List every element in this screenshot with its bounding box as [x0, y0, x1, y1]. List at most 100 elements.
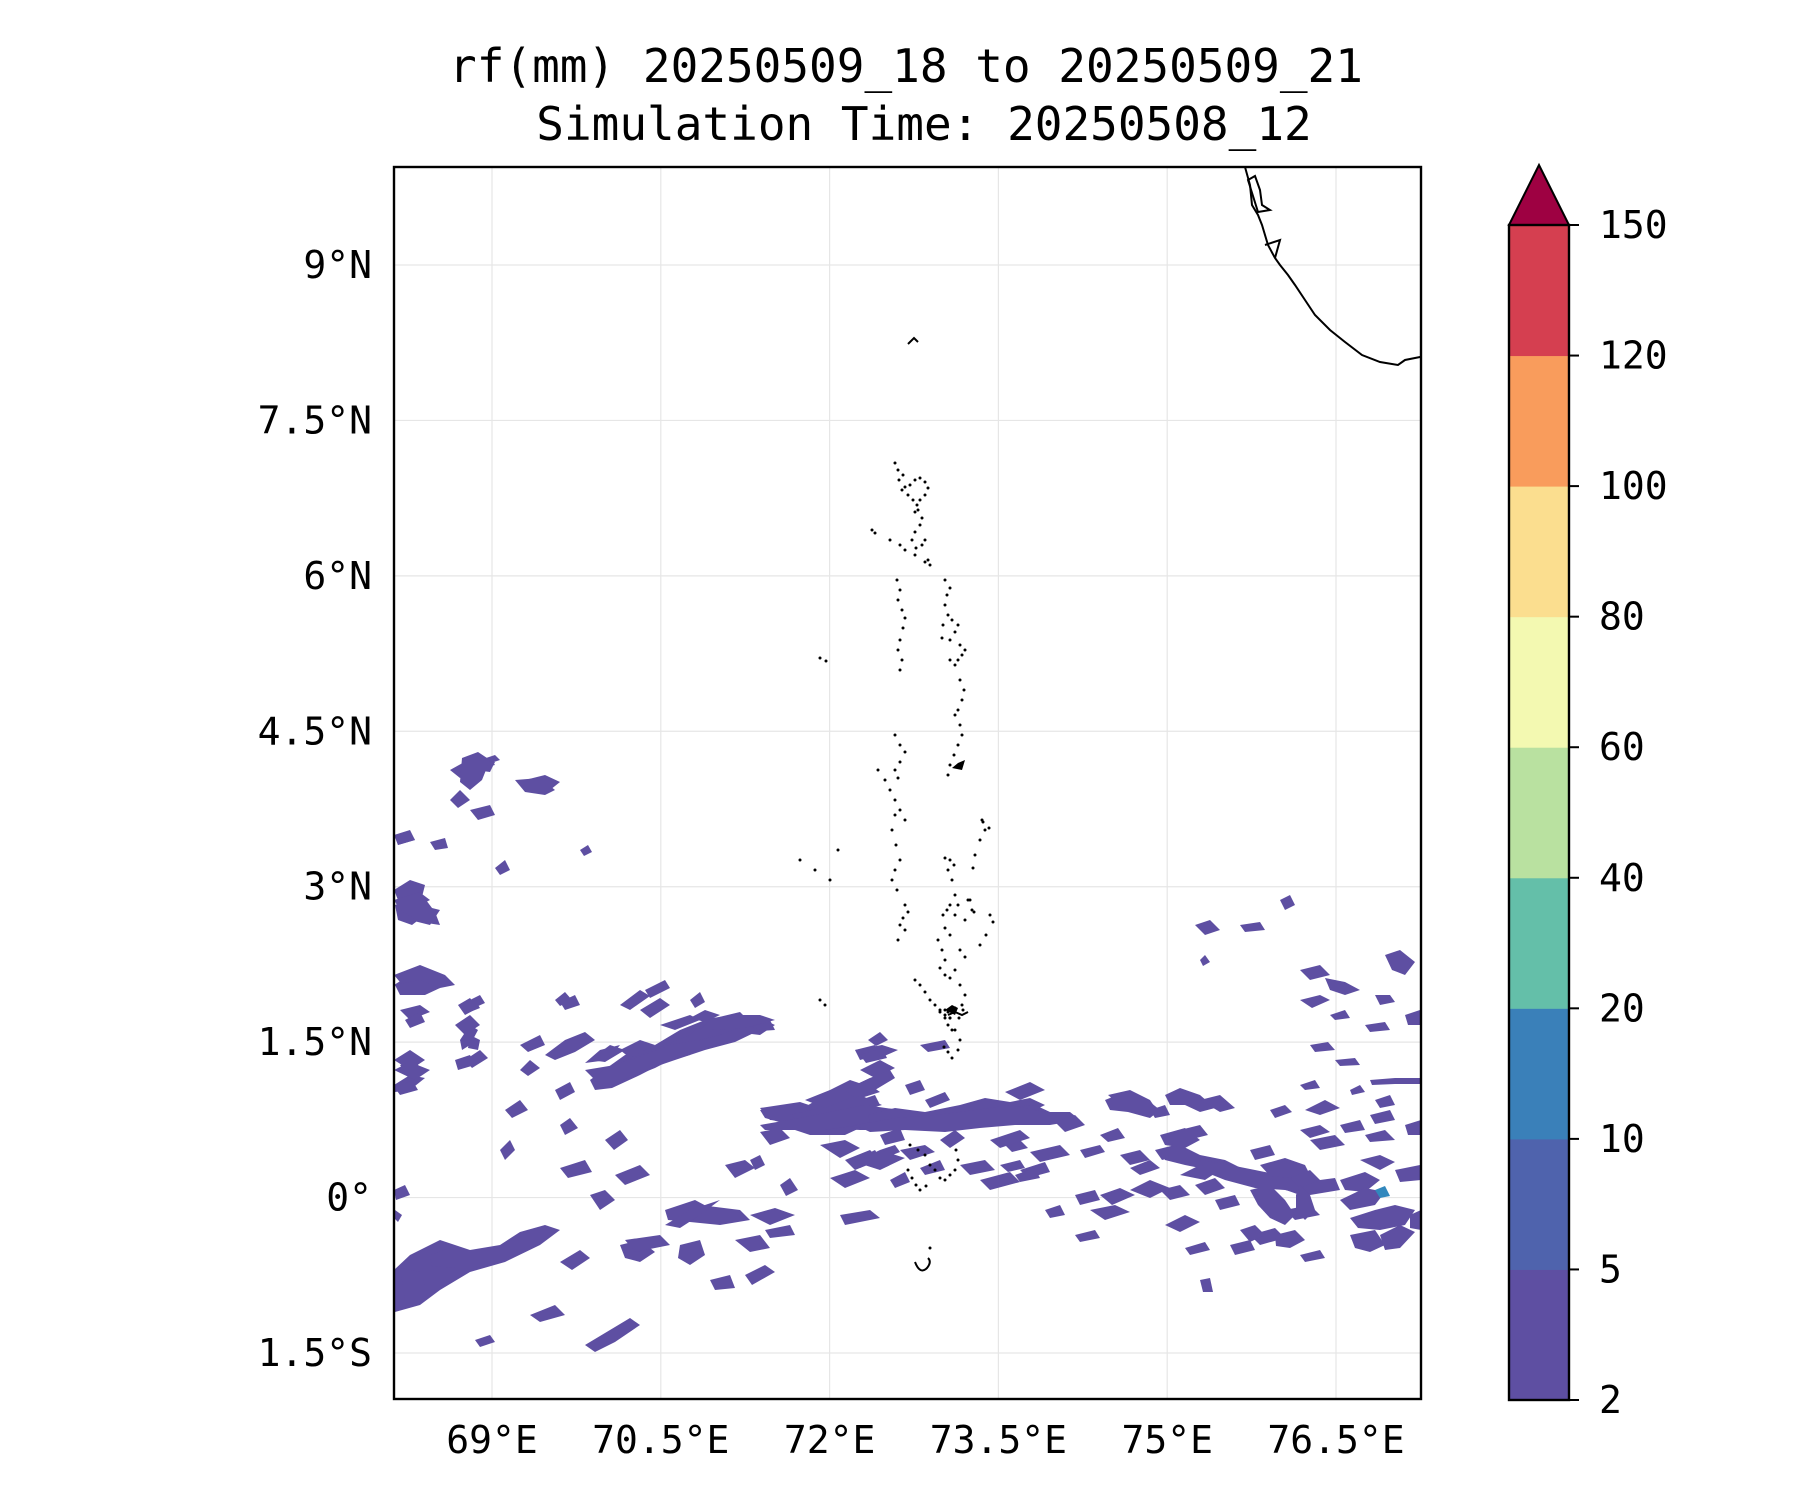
- island-dot: [984, 933, 988, 937]
- island-dot: [973, 853, 977, 857]
- rain-patch: [1080, 1145, 1105, 1158]
- rain-patch: [1015, 1168, 1040, 1182]
- rain-patch: [990, 1130, 1030, 1148]
- colorbar-label: 5: [1599, 1247, 1622, 1291]
- rain-patch: [515, 778, 555, 795]
- rain-patch: [1230, 1240, 1255, 1255]
- island-dot: [900, 608, 904, 612]
- island-dot: [946, 1050, 950, 1054]
- island-dot: [923, 538, 927, 542]
- rain-patch: [394, 892, 440, 925]
- island-dot: [963, 648, 967, 652]
- rain-patch: [520, 1060, 540, 1076]
- x-tick-label: 72°E: [784, 1418, 876, 1462]
- island-dot: [824, 659, 828, 663]
- colorbar-segment: [1509, 225, 1569, 357]
- coast-detail: [1246, 174, 1273, 214]
- island-dot: [960, 653, 964, 657]
- rain-patch: [545, 1032, 595, 1060]
- rain-patch: [430, 838, 448, 850]
- colorbar-label: 80: [1599, 595, 1645, 639]
- rain-patch: [1385, 950, 1415, 975]
- rain-patch: [400, 1268, 425, 1300]
- colorbar-segment: [1509, 1138, 1569, 1270]
- island-dot: [896, 598, 900, 602]
- rain-patch: [1075, 1230, 1100, 1242]
- rain-patch: [605, 1130, 628, 1150]
- rain-patch: [920, 1160, 945, 1175]
- island-dot: [948, 933, 952, 937]
- island-dot: [914, 546, 918, 550]
- rain-patch: [580, 845, 592, 856]
- x-axis-ticks: 69°E 70.5°E 72°E 73.5°E 75°E 76.5°E: [446, 1418, 1404, 1462]
- rain-patch: [395, 832, 415, 845]
- island-dot: [916, 508, 920, 512]
- island-dot: [948, 638, 952, 642]
- colorbar-label: 40: [1599, 856, 1645, 900]
- rain-patch: [394, 1225, 560, 1312]
- rain-patch: [745, 1265, 775, 1285]
- rain-patch: [1130, 1180, 1170, 1198]
- rain-patch: [920, 1040, 950, 1052]
- island-dot: [908, 483, 912, 487]
- rain-patch: [725, 1160, 755, 1178]
- rain-patch: [735, 1235, 770, 1252]
- rain-patch: [560, 1250, 590, 1270]
- rain-patch: [1120, 1150, 1150, 1165]
- island-dot: [958, 983, 962, 987]
- colorbar-segment: [1509, 355, 1569, 487]
- rain-patch: [450, 790, 470, 808]
- rain-patch: [555, 992, 572, 1006]
- rain-patch: [765, 1225, 795, 1238]
- rain-patch: [645, 980, 670, 998]
- rain-patch: [1200, 1160, 1340, 1195]
- island-dot: [946, 868, 950, 872]
- rain-patch: [590, 1025, 760, 1085]
- rain-patch: [1195, 920, 1220, 935]
- rain-patch: [1296, 1185, 1315, 1220]
- rain-patch: [400, 1005, 430, 1020]
- rain-patch: [860, 1048, 887, 1063]
- island-dot: [928, 998, 932, 1002]
- rain-patch: [394, 1185, 410, 1200]
- rain-patch: [1335, 1058, 1360, 1066]
- rain-patch: [394, 1210, 402, 1222]
- x-tick-label: 75°E: [1121, 1418, 1213, 1462]
- island-dot: [893, 813, 897, 817]
- island-dot: [828, 878, 832, 882]
- island: [952, 760, 965, 770]
- island-dot: [978, 943, 982, 947]
- rain-patch: [905, 1080, 925, 1095]
- rain-patch: [1075, 1190, 1100, 1205]
- island-dot: [898, 760, 902, 764]
- rain-patch: [1100, 1128, 1125, 1142]
- rain-patch: [1240, 1225, 1265, 1242]
- island-dot: [906, 1168, 910, 1172]
- rain-patch: [845, 1070, 895, 1098]
- rain-patch: [840, 1210, 880, 1225]
- island-dot: [943, 1013, 947, 1017]
- map-panel: 69°E 70.5°E 72°E 73.5°E 75°E 76.5°E 9°N 7.5°N 6…: [258, 165, 1423, 1462]
- island-dot: [983, 828, 987, 832]
- island-dot: [913, 478, 917, 482]
- island-dot: [894, 843, 898, 847]
- colorbar-label: 120: [1599, 334, 1668, 378]
- island-dot: [896, 648, 900, 652]
- island-dot: [895, 888, 899, 892]
- rain-patch: [1365, 1130, 1395, 1142]
- rain-patch: [395, 980, 440, 995]
- rain-patch: [468, 1035, 480, 1050]
- colorbar-extend-triangle: [1507, 162, 1571, 226]
- island-dot: [956, 903, 960, 907]
- rain-patch: [1105, 1092, 1160, 1118]
- island-dot: [900, 488, 904, 492]
- rain-patch: [1200, 955, 1210, 966]
- island-dot: [987, 826, 991, 830]
- rain-patch: [1185, 1242, 1210, 1255]
- island-dot: [933, 1003, 937, 1007]
- island-dot: [888, 788, 892, 792]
- rain-patch: [475, 1335, 495, 1347]
- island-dot: [898, 858, 902, 862]
- island-dot: [950, 1056, 954, 1060]
- island-dot: [960, 698, 964, 702]
